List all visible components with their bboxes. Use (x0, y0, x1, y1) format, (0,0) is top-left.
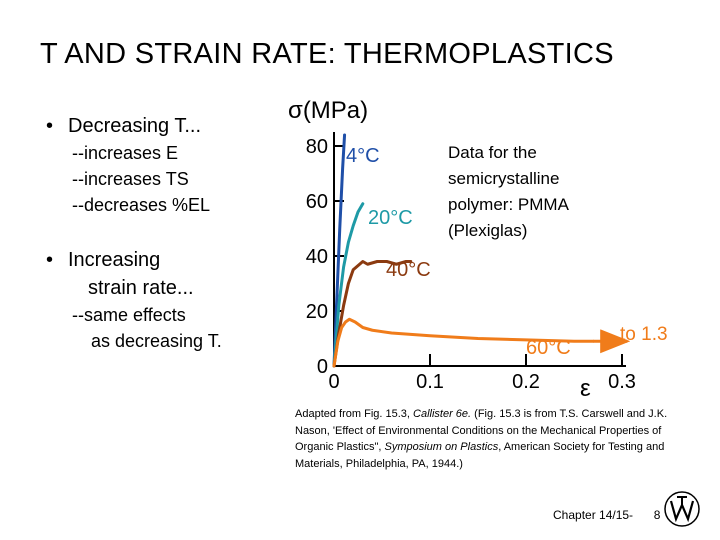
annotation-line: Data for the (448, 143, 537, 162)
caption-text: Adapted from Fig. 15.3, (295, 408, 414, 420)
y-tick-label: 60 (306, 191, 328, 213)
bullet-decreasing-t: • Decreasing T... (46, 114, 201, 138)
y-tick-label: 40 (306, 246, 328, 268)
y-tick-label: 0 (317, 356, 328, 378)
series-label-20c: 20°C (368, 207, 413, 229)
arrow-label: to 1.3 (620, 324, 668, 345)
series-label-60c: 60°C (526, 337, 571, 359)
caption-text: , American Society for Testing and Mater… (295, 441, 665, 470)
chapter-label: Chapter 14/15- (553, 508, 634, 522)
x-tick-label: 0.2 (512, 371, 540, 393)
y-axis-label: σ(MPa) (288, 97, 368, 124)
bullet-increasing-strain-rate: • Increasing (46, 248, 160, 272)
bullet-text: Decreasing T... (68, 115, 202, 137)
annotation-line: polymer: PMMA (448, 195, 570, 214)
figure-caption: Adapted from Fig. 15.3, Callister 6e. (F… (295, 406, 695, 472)
y-tick-label: 80 (306, 136, 328, 158)
series-line-40c (332, 260, 413, 368)
bullet-text-continued: strain rate... (88, 277, 194, 299)
series-label-40c: 40°C (386, 259, 431, 281)
sub-item: --increases E (72, 143, 179, 163)
sub-item: --increases TS (72, 169, 189, 189)
bullet2-sublist: --same effects as decreasing T. (72, 302, 222, 354)
annotation-line: semicrystalline (448, 169, 559, 188)
caption-symposium-title: Symposium on Plastics (384, 441, 499, 453)
x-tick-label: 0 (328, 371, 339, 393)
sub-item: as decreasing T. (91, 331, 222, 351)
slide-footer: Chapter 14/15- 8 (553, 508, 660, 522)
x-tick-label: 0.1 (416, 371, 444, 393)
bullet-symbol: • (46, 115, 54, 137)
bullet-symbol: • (46, 249, 54, 271)
series-line-60c (332, 317, 595, 368)
page-number: 8 (653, 508, 661, 522)
x-tick-label: 0.3 (608, 371, 636, 393)
caption-book-title: Callister 6e. (413, 408, 472, 420)
caption-text: (Fig. 15.3 is from T.S. Carswell and J.K… (295, 408, 668, 453)
bullet1-sublist: --increases E --increases TS --decreases… (72, 140, 210, 218)
y-tick-label: 20 (306, 301, 328, 323)
chart-axes (333, 132, 626, 367)
series-line-20c (332, 202, 365, 368)
stress-strain-chart: 0 20 40 60 80 0 0.1 0.2 0.3 σ(MPa) ε Data for th… (288, 97, 668, 402)
annotation-line: (Plexiglas) (448, 221, 527, 240)
chart-annotation: Data for the semicrystalline polymer: PM… (448, 143, 570, 240)
sub-item: --decreases %EL (72, 195, 211, 215)
x-axis-label: ε (580, 375, 591, 402)
series-line-4c (332, 133, 347, 368)
sub-item: --same effects (72, 305, 186, 325)
university-logo-icon (664, 491, 700, 527)
slide-title: T AND STRAIN RATE: THERMOPLASTICS (40, 38, 614, 70)
series-label-4c: 4°C (346, 145, 380, 167)
bullet-text: Increasing (68, 249, 161, 271)
